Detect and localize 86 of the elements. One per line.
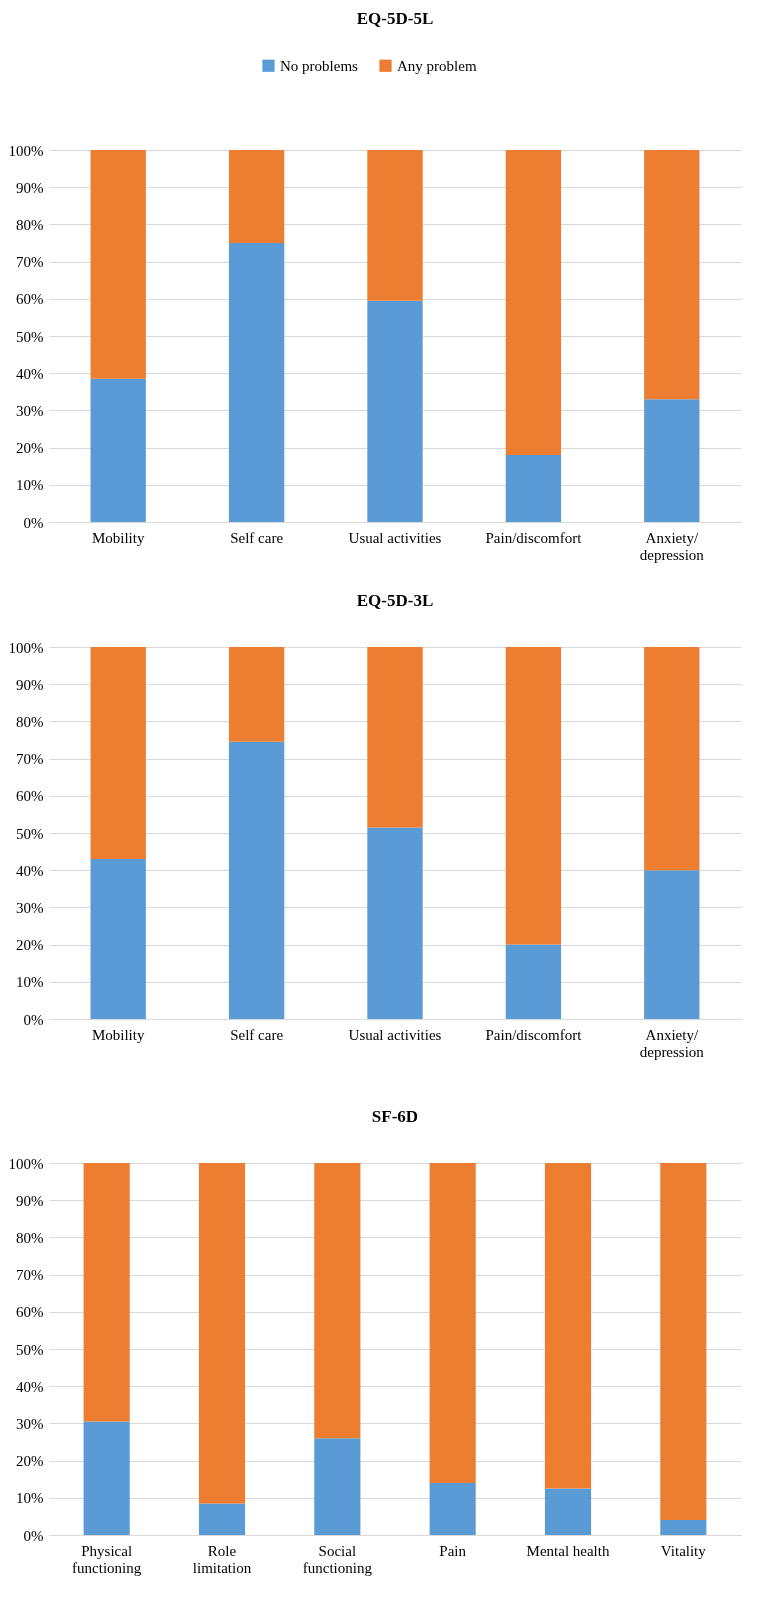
x-tick-label: Self care: [230, 529, 284, 546]
y-tick-label: 0%: [23, 1011, 44, 1028]
x-tick-label: Mental health: [526, 1542, 610, 1559]
y-tick-label: 60%: [16, 1304, 44, 1321]
bar: [505, 150, 562, 456]
y-tick-label: 40%: [16, 862, 44, 879]
y-tick-label: 50%: [16, 825, 44, 842]
y-tick-label: 70%: [16, 751, 44, 768]
bar: [83, 1163, 130, 1422]
bar: [198, 1503, 246, 1535]
bar: [505, 944, 562, 1019]
x-tick-label: Anxiety/ depression: [639, 1026, 705, 1060]
y-tick-label: 90%: [16, 1192, 44, 1209]
x-tick-label: Pain/discomfort: [485, 1026, 583, 1043]
chart-title: EQ-5D-5L: [356, 9, 434, 28]
y-tick-label: 20%: [16, 1453, 44, 1470]
bar: [314, 1163, 361, 1439]
bar: [367, 827, 423, 1019]
y-tick-label: 0%: [23, 1527, 44, 1544]
bar: [198, 1163, 246, 1504]
y-tick-label: 100%: [8, 1155, 44, 1172]
y-tick-label: 100%: [8, 639, 44, 656]
bar: [505, 647, 562, 945]
y-tick-label: 90%: [16, 676, 44, 693]
bar: [90, 859, 146, 1019]
y-tick-label: 50%: [16, 1341, 44, 1358]
y-tick-label: 80%: [16, 713, 44, 730]
bar: [660, 1163, 707, 1521]
bar: [367, 300, 423, 522]
x-tick-label: Self care: [230, 1026, 284, 1043]
y-tick-label: 30%: [16, 402, 44, 419]
x-tick-label: Usual activities: [348, 529, 442, 546]
bar: [228, 150, 285, 243]
bar: [228, 741, 285, 1019]
bar: [367, 647, 423, 828]
bar: [83, 1421, 130, 1535]
bar: [644, 647, 700, 871]
y-tick-label: 30%: [16, 1415, 44, 1432]
bar: [505, 455, 562, 522]
bar: [429, 1482, 476, 1535]
y-tick-label: 20%: [16, 440, 44, 457]
x-tick-label: Vitality: [660, 1542, 707, 1559]
y-tick-label: 40%: [16, 365, 44, 382]
bar: [90, 647, 146, 860]
x-tick-label: Physical functioning: [72, 1542, 142, 1576]
bar: [644, 150, 700, 400]
bar: [228, 647, 285, 742]
y-tick-label: 90%: [16, 179, 44, 196]
x-tick-label: Mobility: [91, 529, 145, 546]
x-tick-label: Pain/discomfort: [485, 529, 583, 546]
bar: [644, 870, 700, 1019]
x-tick-label: Role limitation: [192, 1542, 252, 1576]
y-tick-label: 20%: [16, 937, 44, 954]
y-tick-label: 60%: [16, 291, 44, 308]
y-tick-label: 100%: [8, 142, 44, 159]
bar: [429, 1163, 476, 1483]
x-tick-label: Anxiety/ depression: [639, 529, 705, 563]
y-tick-label: 70%: [16, 254, 44, 271]
bar: [660, 1520, 707, 1535]
chart-title: SF-6D: [371, 1107, 419, 1126]
y-tick-label: 40%: [16, 1378, 44, 1395]
x-tick-label: Social functioning: [302, 1542, 373, 1576]
y-tick-label: 10%: [16, 974, 44, 991]
bar: [367, 150, 423, 301]
y-tick-label: 70%: [16, 1267, 44, 1284]
x-tick-label: Mobility: [91, 1026, 145, 1043]
bar: [228, 243, 285, 522]
y-tick-label: 60%: [16, 788, 44, 805]
y-tick-label: 30%: [16, 899, 44, 916]
x-tick-label: Usual activities: [348, 1026, 442, 1043]
y-tick-label: 80%: [16, 216, 44, 233]
chart-title: EQ-5D-3L: [356, 591, 434, 610]
y-tick-label: 10%: [16, 477, 44, 494]
bar: [314, 1438, 361, 1535]
y-tick-label: 0%: [23, 514, 44, 531]
legend-label: Any problem: [397, 57, 477, 74]
legend-label: No problems: [280, 57, 359, 74]
bar: [544, 1163, 592, 1489]
bar: [90, 378, 146, 522]
bar: [644, 399, 700, 522]
bar: [90, 150, 146, 379]
y-tick-label: 50%: [16, 328, 44, 345]
y-tick-label: 10%: [16, 1490, 44, 1507]
bar: [544, 1488, 592, 1535]
x-tick-label: Pain: [439, 1542, 467, 1559]
y-tick-label: 80%: [16, 1229, 44, 1246]
